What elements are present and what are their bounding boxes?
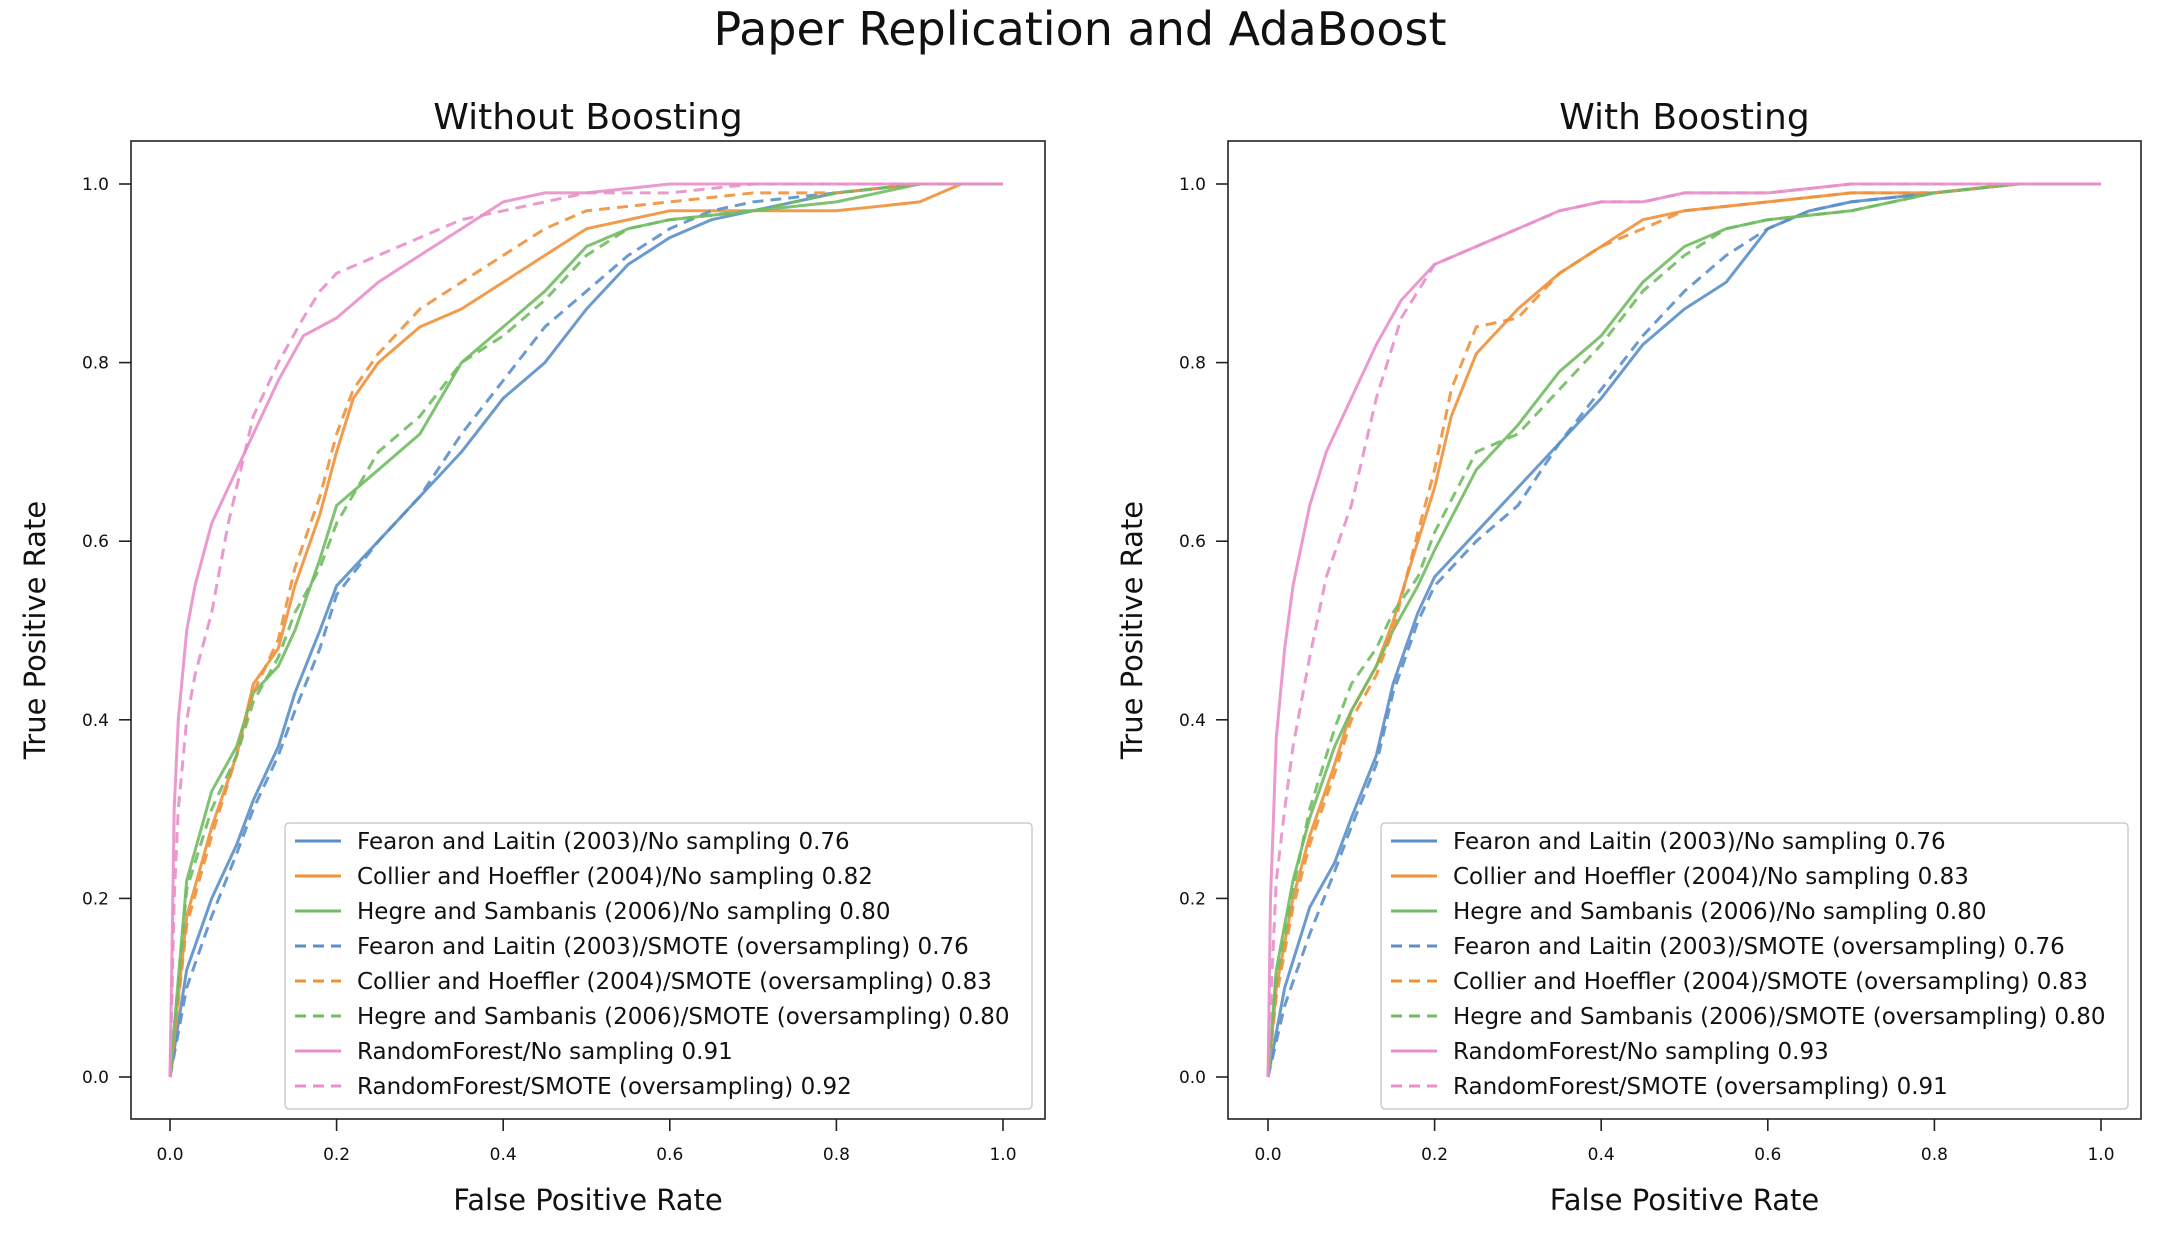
x-tick-label: 0.8	[1921, 1145, 1948, 1165]
figure-title: Paper Replication and AdaBoost	[713, 2, 1447, 56]
legend-label: Hegre and Sambanis (2006)/SMOTE (oversam…	[1453, 1004, 2106, 1030]
x-tick-label: 0.4	[490, 1145, 517, 1165]
plot-frame	[130, 140, 1046, 1120]
x-tick-label: 0.6	[1754, 1145, 1781, 1165]
series-line-3	[1266, 182, 2101, 1078]
y-tick-label: 0.8	[82, 354, 109, 374]
legend-label: Collier and Hoeffler (2004)/No sampling …	[357, 864, 873, 890]
chart-panel-2: With Boosting 0.0 0.2 0.4 0.6 0.8 1.0 0.0 0.2 0.4…	[1115, 97, 2142, 1217]
x-tick-label: 0.6	[656, 1145, 683, 1165]
series-line-5	[168, 182, 1003, 1078]
x-tick-label: 0.8	[823, 1145, 850, 1165]
legend-label: Fearon and Laitin (2003)/SMOTE (oversamp…	[1453, 934, 2065, 960]
legend-box	[1380, 822, 2129, 1110]
x-tick-label: 1.0	[2087, 1145, 2114, 1165]
series-line-8	[1266, 182, 2101, 1078]
panel-title: Without Boosting	[433, 97, 742, 138]
y-tick-label: 0.8	[1179, 354, 1206, 374]
legend-box	[284, 822, 1033, 1110]
y-tick-label: 0.4	[1179, 711, 1206, 731]
x-tick-label: 0.4	[1588, 1145, 1615, 1165]
x-axis-label: False Positive Rate	[1550, 1183, 1820, 1217]
legend-label: Fearon and Laitin (2003)/SMOTE (oversamp…	[357, 934, 969, 960]
series-line-8	[168, 182, 1003, 1078]
plot-frame	[1227, 140, 2142, 1120]
legend-label: Hegre and Sambanis (2006)/No sampling 0.…	[1453, 899, 1986, 925]
series-line-2	[1266, 182, 2101, 1078]
legend-label: Fearon and Laitin (2003)/No sampling 0.7…	[1453, 829, 1946, 855]
y-tick-label: 0.2	[82, 889, 109, 909]
series-line-4	[1266, 182, 2101, 1078]
series-line-4	[168, 182, 1003, 1078]
y-axis-label: True Positive Rate	[18, 501, 52, 760]
series-line-6	[168, 182, 1003, 1078]
series-line-6	[1266, 182, 2101, 1078]
series-line-1	[1266, 182, 2101, 1078]
legend-label: RandomForest/SMOTE (oversampling) 0.91	[1453, 1074, 1948, 1100]
series-line-7	[168, 182, 1003, 1078]
x-tick-label: 0.0	[1254, 1145, 1281, 1165]
y-tick-label: 1.0	[82, 175, 109, 195]
series-line-1	[168, 182, 1003, 1078]
y-tick-label: 0.4	[82, 711, 109, 731]
legend: Fearon and Laitin (2003)/No sampling 0.7…	[1380, 822, 2129, 1110]
y-tick-label: 0.0	[1179, 1068, 1206, 1088]
y-tick-label: 0.2	[1179, 889, 1206, 909]
legend-label: Collier and Hoeffler (2004)/No sampling …	[1453, 864, 1969, 890]
y-tick-label: 0.6	[1179, 532, 1206, 552]
legend: Fearon and Laitin (2003)/No sampling 0.7…	[284, 822, 1033, 1110]
y-axis-label: True Positive Rate	[1115, 501, 1149, 760]
panel-title: With Boosting	[1559, 97, 1809, 138]
legend-label: RandomForest/No sampling 0.93	[1453, 1039, 1829, 1065]
y-tick-label: 1.0	[1179, 175, 1206, 195]
legend-label: Fearon and Laitin (2003)/No sampling 0.7…	[357, 829, 850, 855]
x-tick-label: 0.0	[156, 1145, 183, 1165]
x-tick-label: 0.2	[323, 1145, 350, 1165]
x-tick-label: 0.2	[1421, 1145, 1448, 1165]
x-tick-label: 1.0	[989, 1145, 1016, 1165]
series-line-5	[1266, 182, 2101, 1078]
legend-label: RandomForest/No sampling 0.91	[357, 1039, 733, 1065]
chart-panel-1: Without Boosting 0.0 0.2 0.4 0.6 0.8 1.0 0.0 0.2…	[18, 97, 1046, 1217]
y-tick-label: 0.0	[82, 1068, 109, 1088]
x-axis-label: False Positive Rate	[453, 1183, 723, 1217]
legend-label: Hegre and Sambanis (2006)/No sampling 0.…	[357, 899, 890, 925]
legend-label: RandomForest/SMOTE (oversampling) 0.92	[357, 1074, 852, 1100]
y-tick-label: 0.6	[82, 532, 109, 552]
legend-label: Collier and Hoeffler (2004)/SMOTE (overs…	[1453, 969, 2088, 995]
legend-label: Hegre and Sambanis (2006)/SMOTE (oversam…	[357, 1004, 1010, 1030]
legend-label: Collier and Hoeffler (2004)/SMOTE (overs…	[357, 969, 992, 995]
